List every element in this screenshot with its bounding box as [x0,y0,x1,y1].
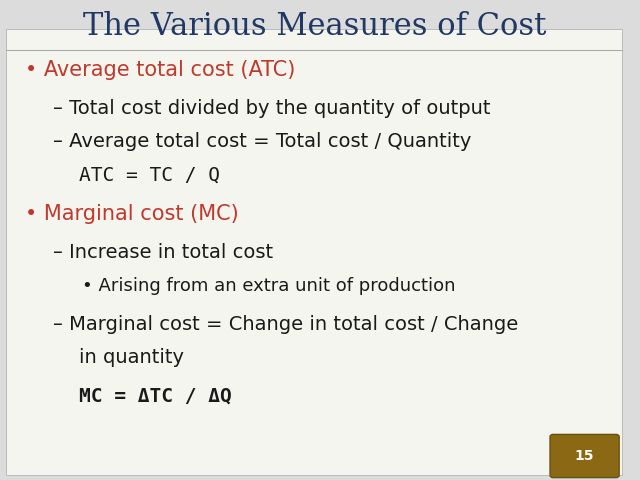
Text: The Various Measures of Cost: The Various Measures of Cost [83,11,546,42]
Text: 15: 15 [575,449,595,463]
Text: – Increase in total cost: – Increase in total cost [53,242,273,262]
Text: in quantity: in quantity [79,348,184,367]
FancyBboxPatch shape [550,434,619,478]
Text: MC = ΔTC / ΔQ: MC = ΔTC / ΔQ [79,386,231,406]
Text: – Average total cost = Total cost / Quantity: – Average total cost = Total cost / Quan… [53,132,472,151]
Text: • Arising from an extra unit of production: • Arising from an extra unit of producti… [82,276,455,295]
Text: – Total cost divided by the quantity of output: – Total cost divided by the quantity of … [53,98,491,118]
Text: • Marginal cost (MC): • Marginal cost (MC) [25,204,239,224]
Text: • Average total cost (ATC): • Average total cost (ATC) [25,60,296,80]
Text: ATC = TC / Q: ATC = TC / Q [79,166,220,185]
FancyBboxPatch shape [6,29,622,475]
Text: – Marginal cost = Change in total cost / Change: – Marginal cost = Change in total cost /… [53,314,518,334]
